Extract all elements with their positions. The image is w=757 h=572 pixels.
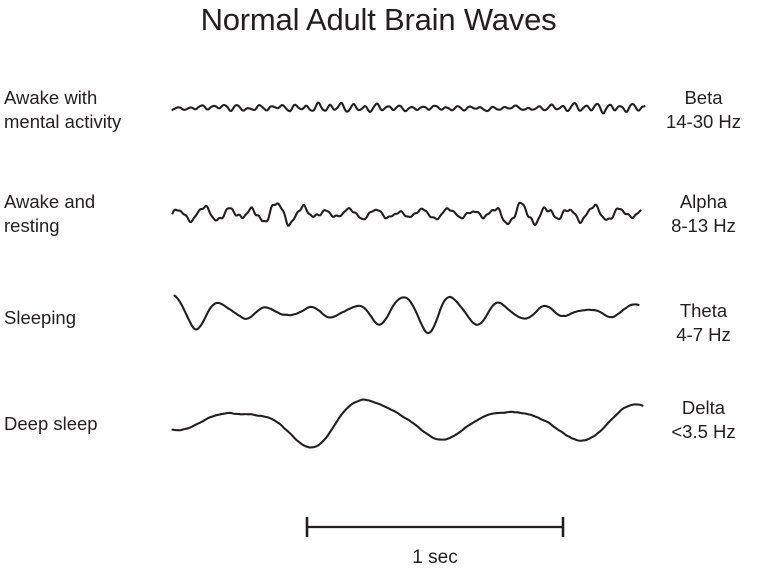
state-label-alpha: Awake and resting bbox=[4, 190, 164, 238]
state-label-delta-line1: Deep sleep bbox=[4, 413, 98, 434]
scale-bar bbox=[305, 517, 565, 537]
band-range-beta: 14-30 Hz bbox=[665, 111, 742, 132]
state-label-alpha-line1: Awake and bbox=[4, 191, 96, 212]
state-label-beta: Awake with mental activity bbox=[4, 86, 164, 134]
waveform-traces bbox=[171, 101, 646, 449]
state-label-theta-line1: Sleeping bbox=[4, 307, 77, 328]
band-range-delta: <3.5 Hz bbox=[671, 421, 736, 442]
band-name-beta: Beta bbox=[684, 87, 723, 108]
band-label-alpha: Alpha 8-13 Hz bbox=[650, 190, 757, 238]
band-name-theta: Theta bbox=[679, 300, 728, 321]
band-label-delta: Delta <3.5 Hz bbox=[650, 396, 757, 444]
band-range-theta: 4-7 Hz bbox=[676, 324, 731, 345]
waveform-beta bbox=[171, 101, 646, 115]
scale-bar-caption: 1 sec bbox=[412, 547, 458, 568]
waveform-delta bbox=[171, 398, 644, 449]
band-label-beta: Beta 14-30 Hz bbox=[650, 86, 757, 134]
state-label-theta: Sleeping bbox=[4, 306, 164, 330]
state-label-delta: Deep sleep bbox=[4, 412, 164, 436]
state-label-beta-line2: mental activity bbox=[4, 111, 122, 132]
band-name-delta: Delta bbox=[681, 397, 726, 418]
waveform-alpha bbox=[171, 201, 642, 227]
band-name-alpha: Alpha bbox=[679, 191, 728, 212]
state-label-alpha-line2: resting bbox=[4, 215, 60, 236]
page-title: Normal Adult Brain Waves bbox=[200, 2, 557, 37]
waveform-theta bbox=[173, 294, 640, 335]
band-label-theta: Theta 4-7 Hz bbox=[650, 299, 757, 347]
band-range-alpha: 8-13 Hz bbox=[671, 215, 736, 236]
state-label-beta-line1: Awake with bbox=[4, 87, 98, 108]
